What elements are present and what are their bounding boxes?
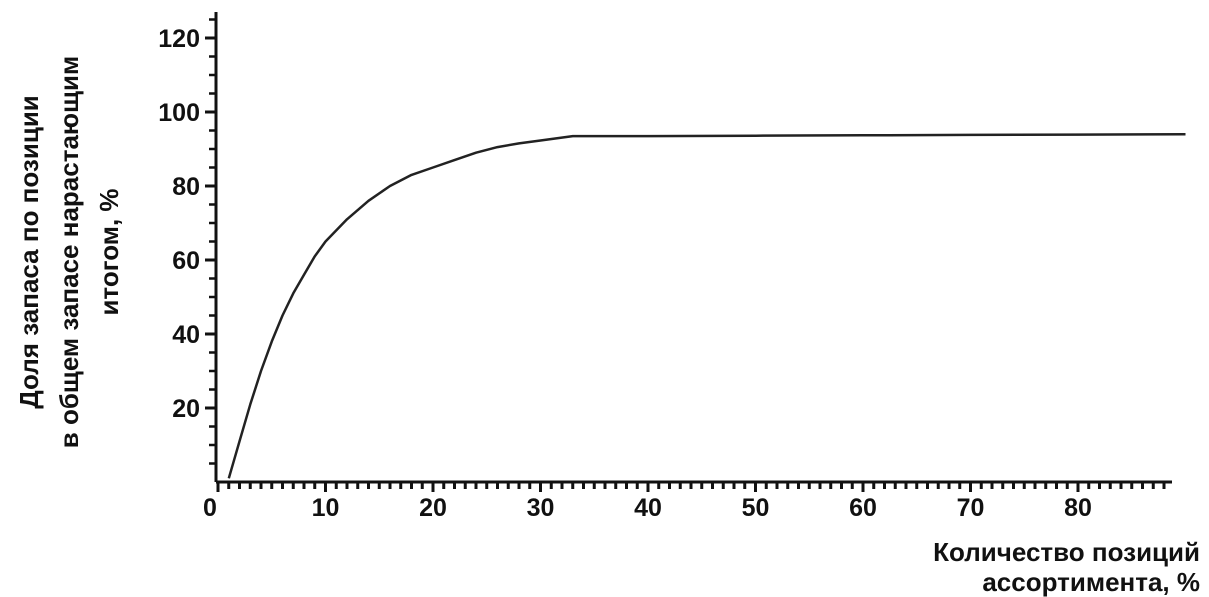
y-axis-title-line: в общем запасе нарастающим	[54, 56, 84, 449]
x-tick-label: 60	[849, 494, 877, 522]
x-axis: 0 10 20 30 40 50 60 70 80	[203, 480, 1172, 522]
y-axis-title-line: итогом, %	[94, 188, 124, 315]
x-tick-label: 10	[312, 494, 340, 522]
y-tick-label: 120	[158, 25, 200, 53]
y-axis-title: Доля запаса по позиции в общем запасе нар…	[14, 56, 124, 449]
y-tick-label: 60	[172, 247, 200, 275]
series-line	[227, 132, 1186, 479]
y-tick-label: 20	[172, 395, 200, 423]
series-layer	[227, 132, 1186, 479]
y-axis: 20 40 60 80 100 120	[158, 12, 218, 482]
x-tick-label: 50	[742, 494, 770, 522]
x-tick-label: 40	[634, 494, 662, 522]
x-tick-label: 30	[527, 494, 555, 522]
y-axis-title-line: Доля запаса по позиции	[14, 95, 44, 409]
x-tick-label: 0	[203, 494, 217, 522]
x-tick-label: 20	[419, 494, 447, 522]
y-tick-label: 100	[158, 99, 200, 127]
x-tick-label: 80	[1064, 494, 1092, 522]
x-axis-title-line: ассортимента, %	[982, 567, 1200, 597]
y-tick-label: 80	[172, 173, 200, 201]
x-tick-label: 70	[957, 494, 985, 522]
y-tick-label: 40	[172, 321, 200, 349]
x-axis-title-line: Количество позиций	[933, 537, 1200, 567]
